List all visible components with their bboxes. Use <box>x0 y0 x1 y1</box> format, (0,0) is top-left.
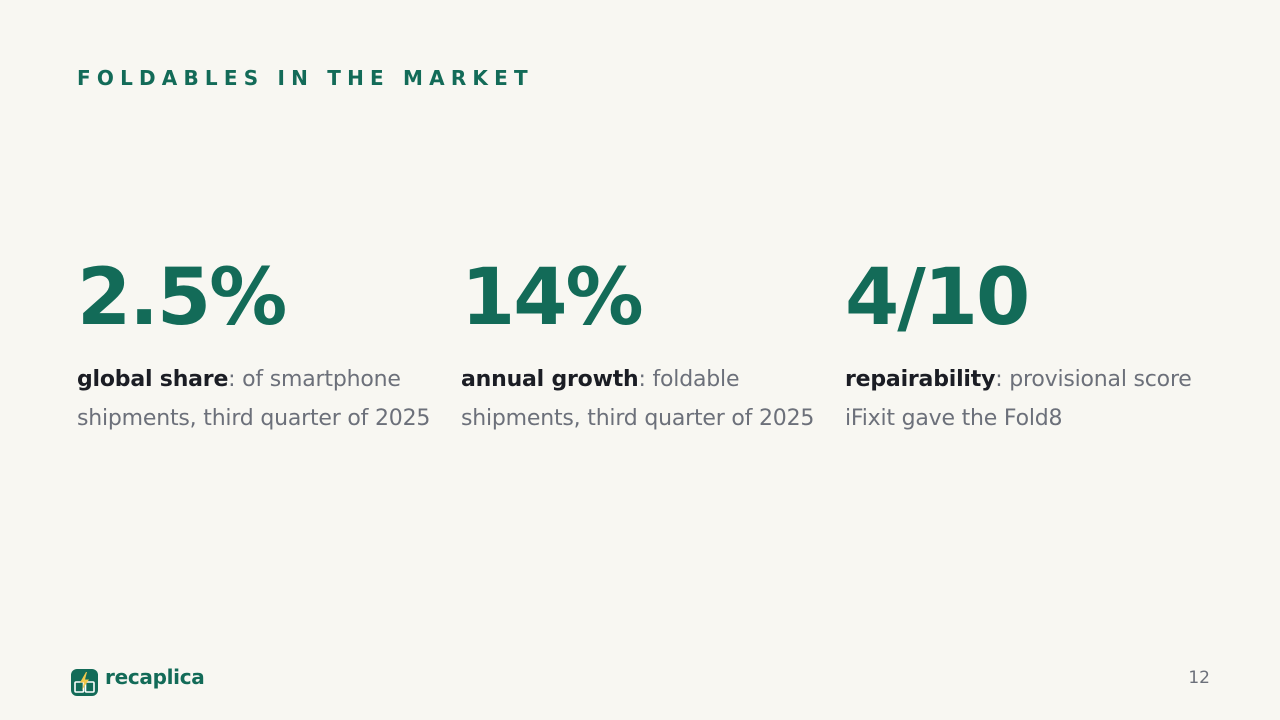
stat-description: annual growth: foldable shipments, third… <box>461 360 821 438</box>
slide-eyebrow-title: FOLDABLES IN THE MARKET <box>77 66 534 90</box>
stat-value: 4/10 <box>845 253 1030 343</box>
stat-global-share: 2.5% global share: of smartphone shipmen… <box>77 250 437 438</box>
brand-logo: recaplica <box>71 665 205 696</box>
stat-value: 14% <box>461 253 644 343</box>
stat-detail: : of smartphone shipments, third quarter… <box>77 367 431 431</box>
page-number: 12 <box>1188 668 1210 688</box>
stat-description: global share: of smartphone shipments, t… <box>77 360 437 438</box>
brand-name: recaplica <box>105 664 205 689</box>
stat-value: 2.5% <box>77 253 287 343</box>
stat-detail: : foldable shipments, third quarter of 2… <box>461 367 815 431</box>
stat-term: global share <box>77 367 229 392</box>
bolt-book-icon <box>71 669 98 696</box>
stat-detail: : provisional score iFixit gave the Fold… <box>845 367 1192 431</box>
stat-term: repairability <box>845 367 996 392</box>
stat-annual-growth: 14% annual growth: foldable shipments, t… <box>461 250 821 438</box>
stat-repairability: 4/10 repairability: provisional score iF… <box>845 250 1205 438</box>
stat-description: repairability: provisional score iFixit … <box>845 360 1205 438</box>
stat-term: annual growth <box>461 367 639 392</box>
